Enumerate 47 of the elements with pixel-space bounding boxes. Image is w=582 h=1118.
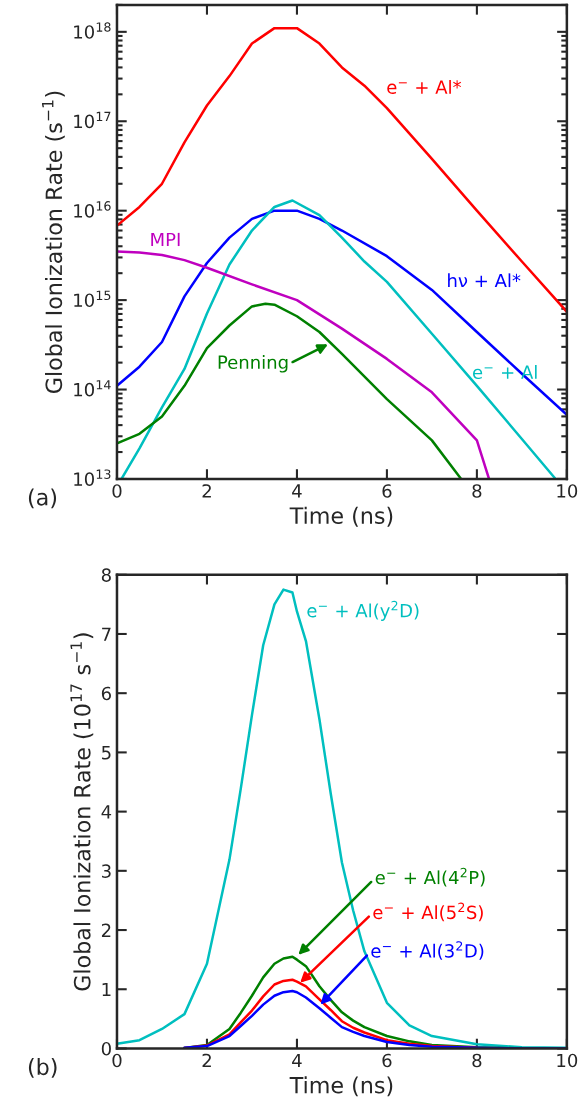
line-series bbox=[116, 209, 567, 417]
annotation: e$^{−}$ + Al(y$^{2}$D) bbox=[307, 600, 419, 621]
line-series bbox=[116, 26, 567, 314]
y-axis-title: Global Ionization Rate (s$^{−1}$) bbox=[42, 91, 65, 394]
y-tick-label: 2 bbox=[101, 923, 111, 937]
y-tick-label: 6 bbox=[101, 686, 111, 701]
y-tick-label: 1 bbox=[102, 982, 111, 997]
annotation: e$^{−}$ + Al* bbox=[387, 79, 462, 94]
y-axis-title: Global Ionization Rate (10$^{17}$ s$^{−1}$) bbox=[70, 633, 94, 991]
y-tick-label: 10$^{15}$ bbox=[74, 290, 111, 308]
annotation: e$^{−}$ + Al(5$^{2}$S) bbox=[373, 902, 483, 922]
y-tick-label: 10$^{16}$ bbox=[74, 201, 111, 218]
text: (b) bbox=[28, 1057, 57, 1078]
y-tick-label: 4 bbox=[101, 805, 112, 819]
x-tick-label: 4 bbox=[292, 1053, 302, 1068]
x-tick-label: 8 bbox=[472, 1053, 482, 1068]
x-tick-label: 8 bbox=[472, 484, 482, 498]
y-tick-label: 10$^{17}$ bbox=[74, 111, 111, 129]
x-tick-label: 10 bbox=[557, 484, 578, 498]
x-tick-label: 6 bbox=[382, 484, 392, 498]
annotation: hν + Al* bbox=[448, 273, 521, 288]
x-tick-label: 2 bbox=[202, 1053, 211, 1068]
x-axis-title: Time (ns) bbox=[289, 506, 393, 527]
text: (a) bbox=[28, 488, 57, 509]
line-series bbox=[116, 302, 463, 479]
x-tick-label: 0 bbox=[112, 1053, 122, 1068]
x-tick-label: 2 bbox=[202, 484, 211, 498]
x-tick-label: 10 bbox=[557, 1053, 578, 1068]
annotation: e$^{−}$ + Al bbox=[473, 365, 537, 380]
x-tick-label: 0 bbox=[112, 484, 122, 498]
y-tick-label: 7 bbox=[102, 627, 111, 641]
line-series bbox=[116, 250, 491, 479]
annotation: e$^{−}$ + Al(4$^{2}$P) bbox=[375, 867, 485, 887]
y-tick-label: 8 bbox=[101, 568, 111, 582]
y-tick-label: 3 bbox=[102, 864, 111, 878]
y-tick-label: 10$^{13}$ bbox=[74, 469, 111, 486]
y-tick-label: 10$^{18}$ bbox=[74, 22, 111, 39]
y-tick-label: 0 bbox=[101, 1041, 111, 1056]
x-tick-label: 6 bbox=[382, 1053, 392, 1068]
x-axis-title: Time (ns) bbox=[289, 1076, 393, 1097]
annotation: Penning bbox=[218, 355, 288, 373]
y-tick-label: 10$^{14}$ bbox=[74, 380, 111, 397]
y-tick-label: 5 bbox=[102, 746, 111, 760]
x-tick-label: 4 bbox=[292, 484, 302, 498]
annotation: e$^{−}$ + Al(3$^{2}$D) bbox=[371, 941, 484, 960]
annotation: MPI bbox=[151, 232, 180, 247]
line-series bbox=[120, 199, 557, 479]
